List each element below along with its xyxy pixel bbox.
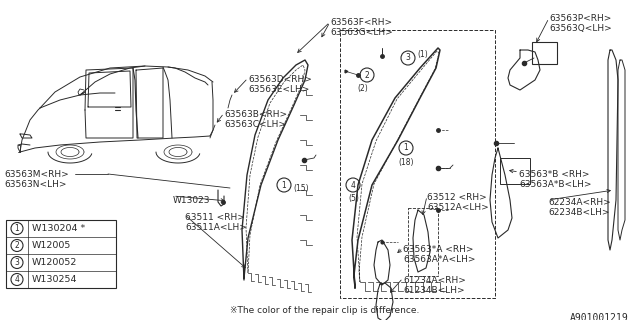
Bar (532, 42, 557, 64)
Text: 63512A<LH>: 63512A<LH> (427, 203, 489, 212)
Text: (1): (1) (417, 51, 428, 60)
Text: 63563B<RH>: 63563B<RH> (224, 110, 287, 119)
Text: 4: 4 (351, 180, 355, 189)
Text: 3: 3 (406, 53, 410, 62)
Text: 63511A<LH>: 63511A<LH> (185, 223, 247, 232)
Text: 3: 3 (15, 258, 19, 267)
Text: A901001219: A901001219 (570, 313, 628, 320)
Bar (6, 220, 116, 288)
Text: W13023: W13023 (173, 196, 211, 205)
Text: 63512 <RH>: 63512 <RH> (427, 193, 487, 202)
Text: W130254: W130254 (32, 275, 77, 284)
Text: 62234A<RH>: 62234A<RH> (548, 198, 611, 207)
Text: 63563*A <RH>: 63563*A <RH> (403, 245, 474, 254)
Text: 63511 <RH>: 63511 <RH> (185, 213, 245, 222)
Text: (2): (2) (357, 84, 368, 92)
Bar (408, 208, 438, 276)
Text: 61234B<LH>: 61234B<LH> (403, 286, 465, 295)
Text: 1: 1 (404, 143, 408, 153)
Bar (500, 158, 530, 184)
Text: 63563*B <RH>: 63563*B <RH> (519, 170, 589, 179)
Text: 62234B<LH>: 62234B<LH> (548, 208, 609, 217)
Text: 63563N<LH>: 63563N<LH> (4, 180, 67, 189)
Text: 61234A<RH>: 61234A<RH> (403, 276, 466, 285)
Text: (18): (18) (398, 157, 413, 166)
Text: 63563G<LH>: 63563G<LH> (330, 28, 393, 37)
Text: 63563F<RH>: 63563F<RH> (330, 18, 392, 27)
Text: (15): (15) (293, 183, 308, 193)
Text: W12005: W12005 (32, 241, 72, 250)
Text: 2: 2 (15, 241, 19, 250)
Text: 63563Q<LH>: 63563Q<LH> (549, 24, 612, 33)
Text: 63563P<RH>: 63563P<RH> (549, 14, 611, 23)
Text: 63563C<LH>: 63563C<LH> (224, 120, 286, 129)
Text: 63563E<LH>: 63563E<LH> (248, 85, 309, 94)
Text: W120052: W120052 (32, 258, 77, 267)
Bar (340, 30, 495, 298)
Text: 1: 1 (282, 180, 286, 189)
Text: ※The color of the repair clip is difference.: ※The color of the repair clip is differe… (230, 306, 419, 315)
Text: 63563A*B<LH>: 63563A*B<LH> (519, 180, 591, 189)
Text: 63563M<RH>: 63563M<RH> (4, 170, 68, 179)
Text: 63563D<RH>: 63563D<RH> (248, 75, 312, 84)
Text: 1: 1 (15, 224, 19, 233)
Text: 4: 4 (15, 275, 19, 284)
Text: 63563A*A<LH>: 63563A*A<LH> (403, 255, 476, 264)
Text: 2: 2 (365, 70, 369, 79)
Text: W130204 *: W130204 * (32, 224, 85, 233)
Text: (5): (5) (348, 194, 359, 203)
